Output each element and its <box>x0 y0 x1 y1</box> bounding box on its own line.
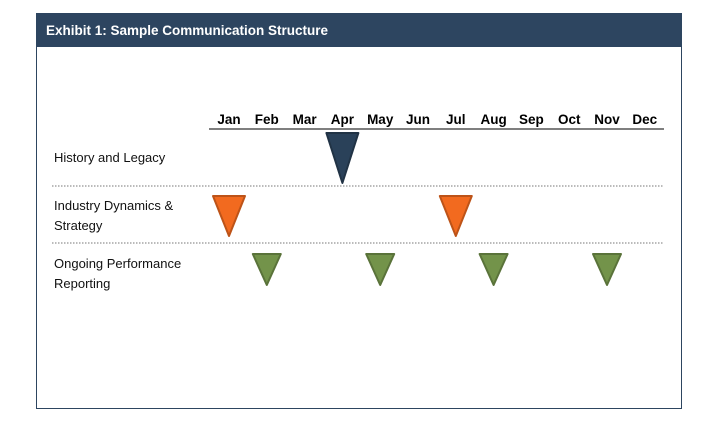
row-label-line: Strategy <box>54 218 103 233</box>
month-label: Aug <box>480 112 506 127</box>
row-label-line: History and Legacy <box>54 150 166 165</box>
row-label-line: Industry Dynamics & <box>54 198 174 213</box>
row-label-ongoing: Ongoing Performance Reporting <box>54 254 181 294</box>
month-label: Jun <box>406 112 430 127</box>
month-label: Jan <box>217 112 240 127</box>
milestone-triangle-marker <box>251 253 282 286</box>
exhibit-frame: Exhibit 1: Sample Communication Structur… <box>36 13 682 409</box>
milestone-triangle-marker <box>212 195 246 237</box>
milestone-triangle-marker <box>325 132 360 184</box>
month-label: Apr <box>331 112 355 127</box>
milestone-triangle-marker <box>365 253 396 286</box>
month-label: Nov <box>594 112 620 127</box>
month-label: Feb <box>255 112 279 127</box>
month-label: Oct <box>558 112 581 127</box>
month-label: Jul <box>446 112 466 127</box>
month-label: Dec <box>632 112 657 127</box>
month-label: Sep <box>519 112 544 127</box>
row-label-line: Reporting <box>54 276 111 291</box>
milestone-triangle-marker <box>438 195 473 237</box>
row-label-industry: Industry Dynamics & Strategy <box>54 196 173 236</box>
milestone-triangle-marker <box>592 253 622 286</box>
month-label: Mar <box>293 112 318 127</box>
row-label-line: Ongoing Performance <box>54 256 182 271</box>
exhibit-title: Exhibit 1: Sample Communication Structur… <box>37 14 681 47</box>
month-label: May <box>367 112 394 127</box>
milestone-triangle-marker <box>478 253 509 286</box>
row-label-history: History and Legacy <box>54 148 165 168</box>
